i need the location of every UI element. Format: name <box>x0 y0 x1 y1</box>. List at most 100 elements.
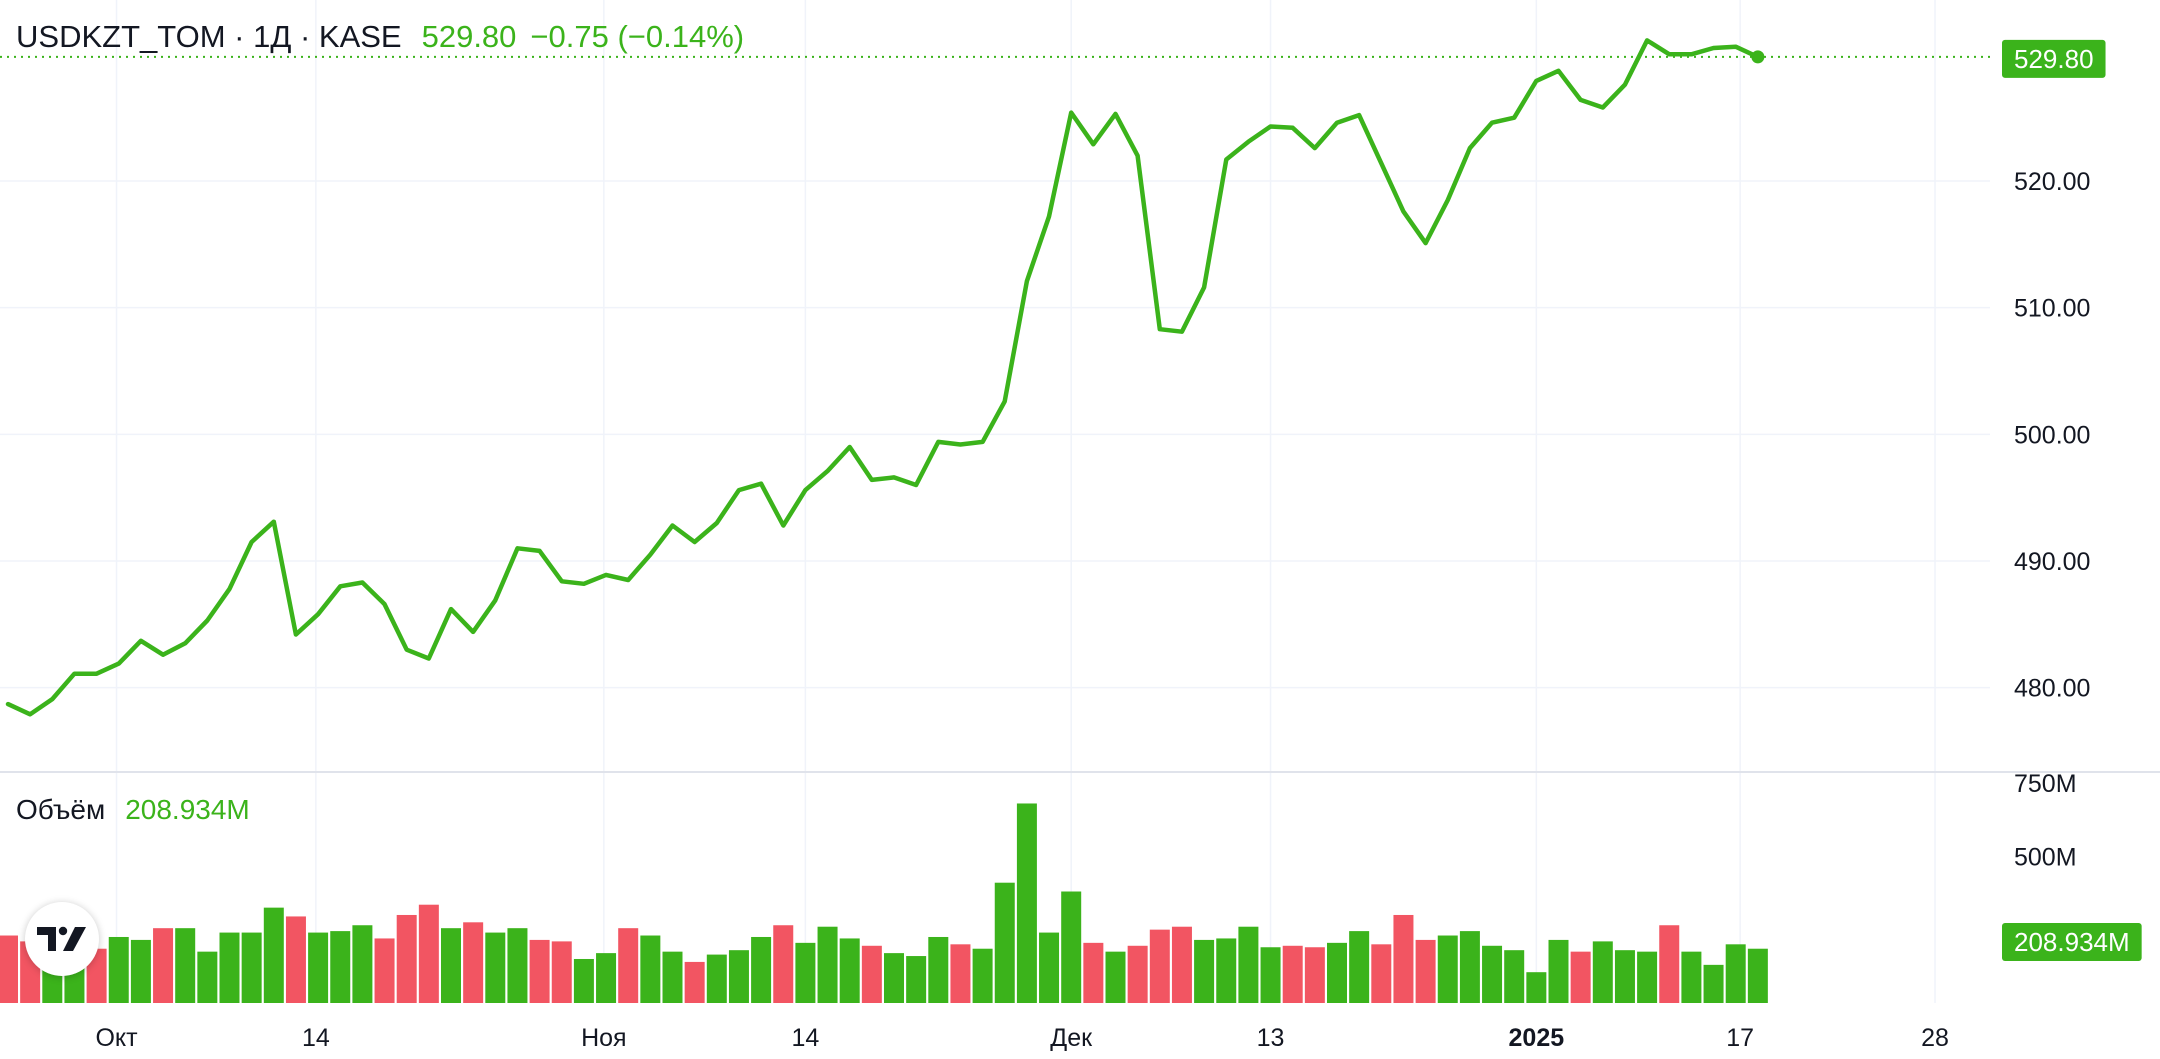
volume-bar <box>1681 951 1702 1003</box>
last-price-value: 529.80 <box>421 19 517 54</box>
volume-bar <box>618 928 639 1003</box>
volume-bar <box>551 941 572 1003</box>
volume-bar <box>330 931 351 1003</box>
volume-bar <box>728 950 749 1003</box>
price-axis[interactable]: 480.00 490.00 500.00 510.00 520.00 <box>2014 168 2090 703</box>
volume-bar <box>1415 939 1436 1003</box>
volume-bar <box>861 945 882 1003</box>
volume-bar <box>1105 951 1126 1003</box>
volume-bar <box>241 932 262 1003</box>
volume-bar <box>352 925 373 1003</box>
volume-bar <box>906 956 927 1003</box>
volume-bar <box>285 916 306 1003</box>
volume-bar <box>197 951 218 1003</box>
volume-bar <box>684 961 705 1003</box>
volume-bar <box>130 939 151 1003</box>
volume-bar <box>0 935 18 1003</box>
volume-bar <box>662 951 683 1003</box>
volume-bar <box>928 936 949 1003</box>
time-tick-label: 2025 <box>1509 1024 1565 1052</box>
volume-bar <box>263 907 284 1003</box>
time-tick-label: 17 <box>1726 1024 1754 1052</box>
volume-bar <box>153 928 174 1003</box>
volume-bar <box>1570 951 1591 1003</box>
symbol-title[interactable]: USDKZT_TOM · 1Д · KASE <box>16 19 402 54</box>
volume-bar <box>573 958 594 1003</box>
last-volume-label-bg <box>2002 923 2142 961</box>
price-tick-label: 490.00 <box>2014 548 2090 576</box>
price-tick-label: 480.00 <box>2014 675 2090 703</box>
volume-bar <box>1260 947 1281 1003</box>
volume-bar <box>463 922 484 1003</box>
volume-bar <box>1637 951 1658 1003</box>
volume-bar <box>839 938 860 1003</box>
time-tick-label: Окт <box>95 1024 138 1052</box>
last-price-label: 529.80 <box>2002 39 2106 78</box>
volume-bar <box>972 948 993 1003</box>
volume-bar <box>1747 948 1768 1003</box>
volume-bar <box>1482 945 1503 1003</box>
time-tick-label: 13 <box>1257 1024 1285 1052</box>
volume-bar <box>86 948 107 1003</box>
volume-bar <box>1238 926 1259 1003</box>
volume-bar <box>773 925 794 1003</box>
grid-lines <box>0 0 1990 1003</box>
tradingview-logo-glyph <box>37 926 86 951</box>
last-price-label-bg <box>2002 39 2106 78</box>
last-price-label-text: 529.80 <box>2014 44 2094 74</box>
volume-bar <box>418 904 439 1003</box>
volume-bar <box>795 942 816 1003</box>
volume-bar <box>529 939 550 1003</box>
volume-legend[interactable]: Объём 208.934M <box>16 790 250 830</box>
last-volume-label-text: 208.934M <box>2014 927 2130 957</box>
volume-label[interactable]: Объём <box>16 794 106 825</box>
price-change: −0.75 (−0.14%) <box>530 19 745 54</box>
volume-bar <box>1327 942 1347 1003</box>
volume-bar <box>1194 939 1215 1003</box>
volume-bar <box>1592 941 1613 1003</box>
volume-bar <box>1149 929 1170 1003</box>
volume-bar <box>1282 945 1303 1003</box>
volume-bar <box>441 928 461 1003</box>
volume-bar <box>485 932 506 1003</box>
volume-bar <box>950 944 971 1003</box>
price-tick-label: 520.00 <box>2014 168 2090 196</box>
volume-bar <box>507 928 528 1003</box>
volume-bar <box>1703 964 1724 1003</box>
price-tick-label: 510.00 <box>2014 295 2090 323</box>
time-tick-label: 14 <box>791 1024 819 1052</box>
price-tick-label: 500.00 <box>2014 421 2090 449</box>
volume-tick-label: 750M <box>2014 770 2077 798</box>
time-tick-label: 28 <box>1921 1024 1949 1052</box>
volume-bar <box>396 914 417 1003</box>
volume-bar <box>884 953 904 1003</box>
symbol-legend[interactable]: USDKZT_TOM · 1Д · KASE 529.80 −0.75 (−0.… <box>16 12 744 62</box>
time-tick-label: 14 <box>302 1024 330 1052</box>
time-tick-label: Дек <box>1050 1024 1093 1052</box>
volume-bar <box>1548 939 1569 1003</box>
volume-bar <box>751 936 772 1003</box>
volume-bar <box>1614 950 1635 1003</box>
tradingview-logo-icon[interactable] <box>25 902 99 976</box>
time-axis[interactable]: Окт 14 Ноя 14 Дек 13 2025 17 28 <box>95 1024 1948 1052</box>
volume-bar <box>1171 926 1192 1003</box>
volume-bars <box>0 803 1768 1003</box>
volume-bar <box>1083 942 1104 1003</box>
time-tick-label: Ноя <box>581 1024 627 1052</box>
volume-bar <box>706 954 727 1003</box>
volume-bar <box>1061 891 1082 1003</box>
volume-axis[interactable]: 500M 750M <box>2014 770 2077 871</box>
volume-bar <box>219 932 240 1003</box>
volume-bar <box>1349 931 1370 1003</box>
volume-bar <box>1016 803 1037 1003</box>
volume-bar <box>1437 935 1458 1003</box>
volume-bar <box>994 882 1015 1003</box>
volume-bar <box>1459 931 1480 1003</box>
volume-bar <box>308 932 329 1003</box>
volume-bar <box>1039 932 1060 1003</box>
volume-bar <box>108 936 129 1003</box>
volume-bar <box>1659 925 1680 1003</box>
volume-bar <box>1304 947 1325 1003</box>
volume-bar <box>640 935 661 1003</box>
